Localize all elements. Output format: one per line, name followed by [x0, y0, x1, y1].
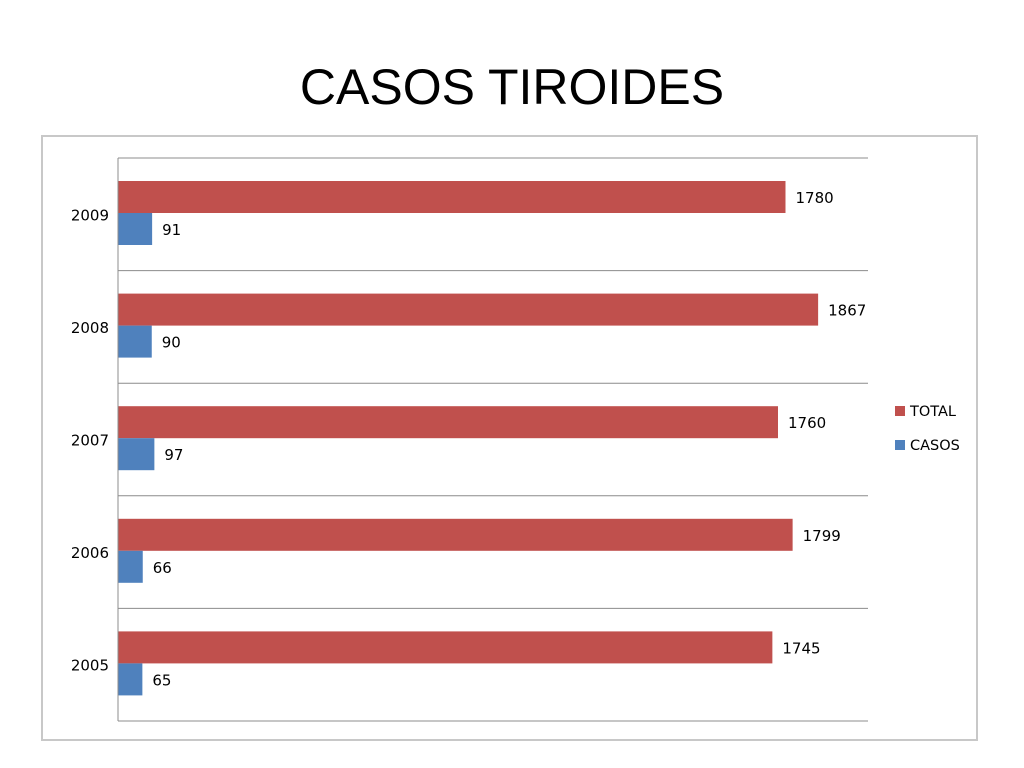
data-label-total-2005: 1745	[782, 639, 820, 657]
data-label-total-2009: 1780	[796, 189, 834, 207]
bar-total-2009	[118, 181, 786, 213]
data-label-total-2006: 1799	[803, 527, 841, 545]
bar-total-2005	[118, 631, 773, 664]
grid-lines	[118, 157, 868, 722]
data-labels: 1745 65 1799 66 1760 97 1867 90 1780 91	[152, 189, 866, 689]
bar-total-2006	[118, 518, 793, 551]
data-label-total-2008: 1867	[828, 302, 866, 320]
category-label-2009: 2009	[71, 206, 109, 224]
data-label-casos-2006: 66	[153, 559, 172, 577]
data-label-total-2007: 1760	[788, 414, 826, 432]
category-labels: 2005 2006 2007 2008 2009	[71, 206, 109, 674]
data-label-casos-2007: 97	[164, 446, 183, 464]
bar-casos-2008	[118, 325, 152, 358]
legend-swatch-casos	[895, 440, 905, 450]
bar-casos-2005	[118, 663, 143, 696]
category-label-2007: 2007	[71, 432, 109, 450]
category-label-2008: 2008	[71, 319, 109, 337]
bars	[118, 181, 819, 696]
chart-frame: 1745 65 1799 66 1760 97 1867 90 1780 91 2005 2006 2…	[41, 135, 978, 741]
bar-casos-2007	[118, 438, 155, 471]
bar-total-2008	[118, 293, 819, 326]
page-title: CASOS TIROIDES	[299, 59, 725, 115]
data-label-casos-2005: 65	[152, 671, 171, 689]
data-label-casos-2008: 90	[162, 334, 181, 352]
category-label-2005: 2005	[71, 657, 109, 675]
legend-swatch-total	[895, 406, 905, 416]
bar-total-2007	[118, 406, 778, 439]
bar-casos-2009	[118, 213, 153, 245]
legend: TOTAL CASOS	[895, 404, 960, 454]
data-label-casos-2009: 91	[162, 221, 181, 239]
category-label-2006: 2006	[71, 544, 109, 562]
legend-label-total: TOTAL	[909, 404, 956, 420]
bar-casos-2006	[118, 550, 143, 583]
legend-label-casos: CASOS	[910, 438, 960, 454]
